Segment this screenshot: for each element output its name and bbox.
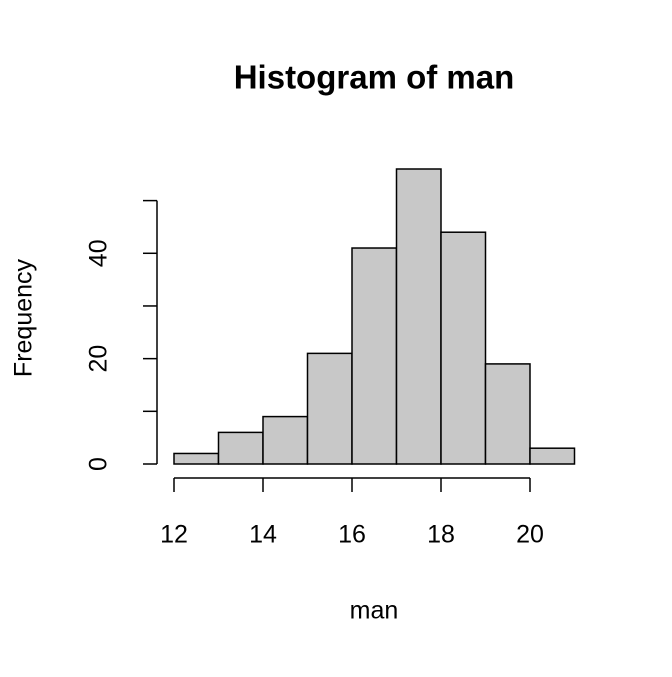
x-tick-label: 20 bbox=[516, 521, 544, 549]
bar bbox=[529, 447, 576, 465]
bar bbox=[395, 168, 442, 465]
bar bbox=[351, 247, 398, 465]
bar bbox=[173, 452, 220, 465]
x-tick-label: 14 bbox=[249, 521, 277, 549]
y-tick-label: 0 bbox=[85, 457, 113, 471]
y-tick-label: 20 bbox=[85, 345, 113, 373]
bar bbox=[484, 363, 531, 465]
x-axis-label: man bbox=[350, 597, 399, 625]
x-tick-label: 12 bbox=[160, 521, 188, 549]
y-axis-label: Frequency bbox=[10, 258, 38, 377]
bar bbox=[262, 415, 309, 465]
x-tick-label: 16 bbox=[338, 521, 366, 549]
chart-title: Histogram of man bbox=[234, 59, 515, 96]
x-tick-label: 18 bbox=[427, 521, 455, 549]
y-tick-label: 40 bbox=[85, 239, 113, 267]
bar bbox=[440, 231, 487, 465]
bar bbox=[217, 431, 264, 465]
bar bbox=[306, 352, 353, 465]
